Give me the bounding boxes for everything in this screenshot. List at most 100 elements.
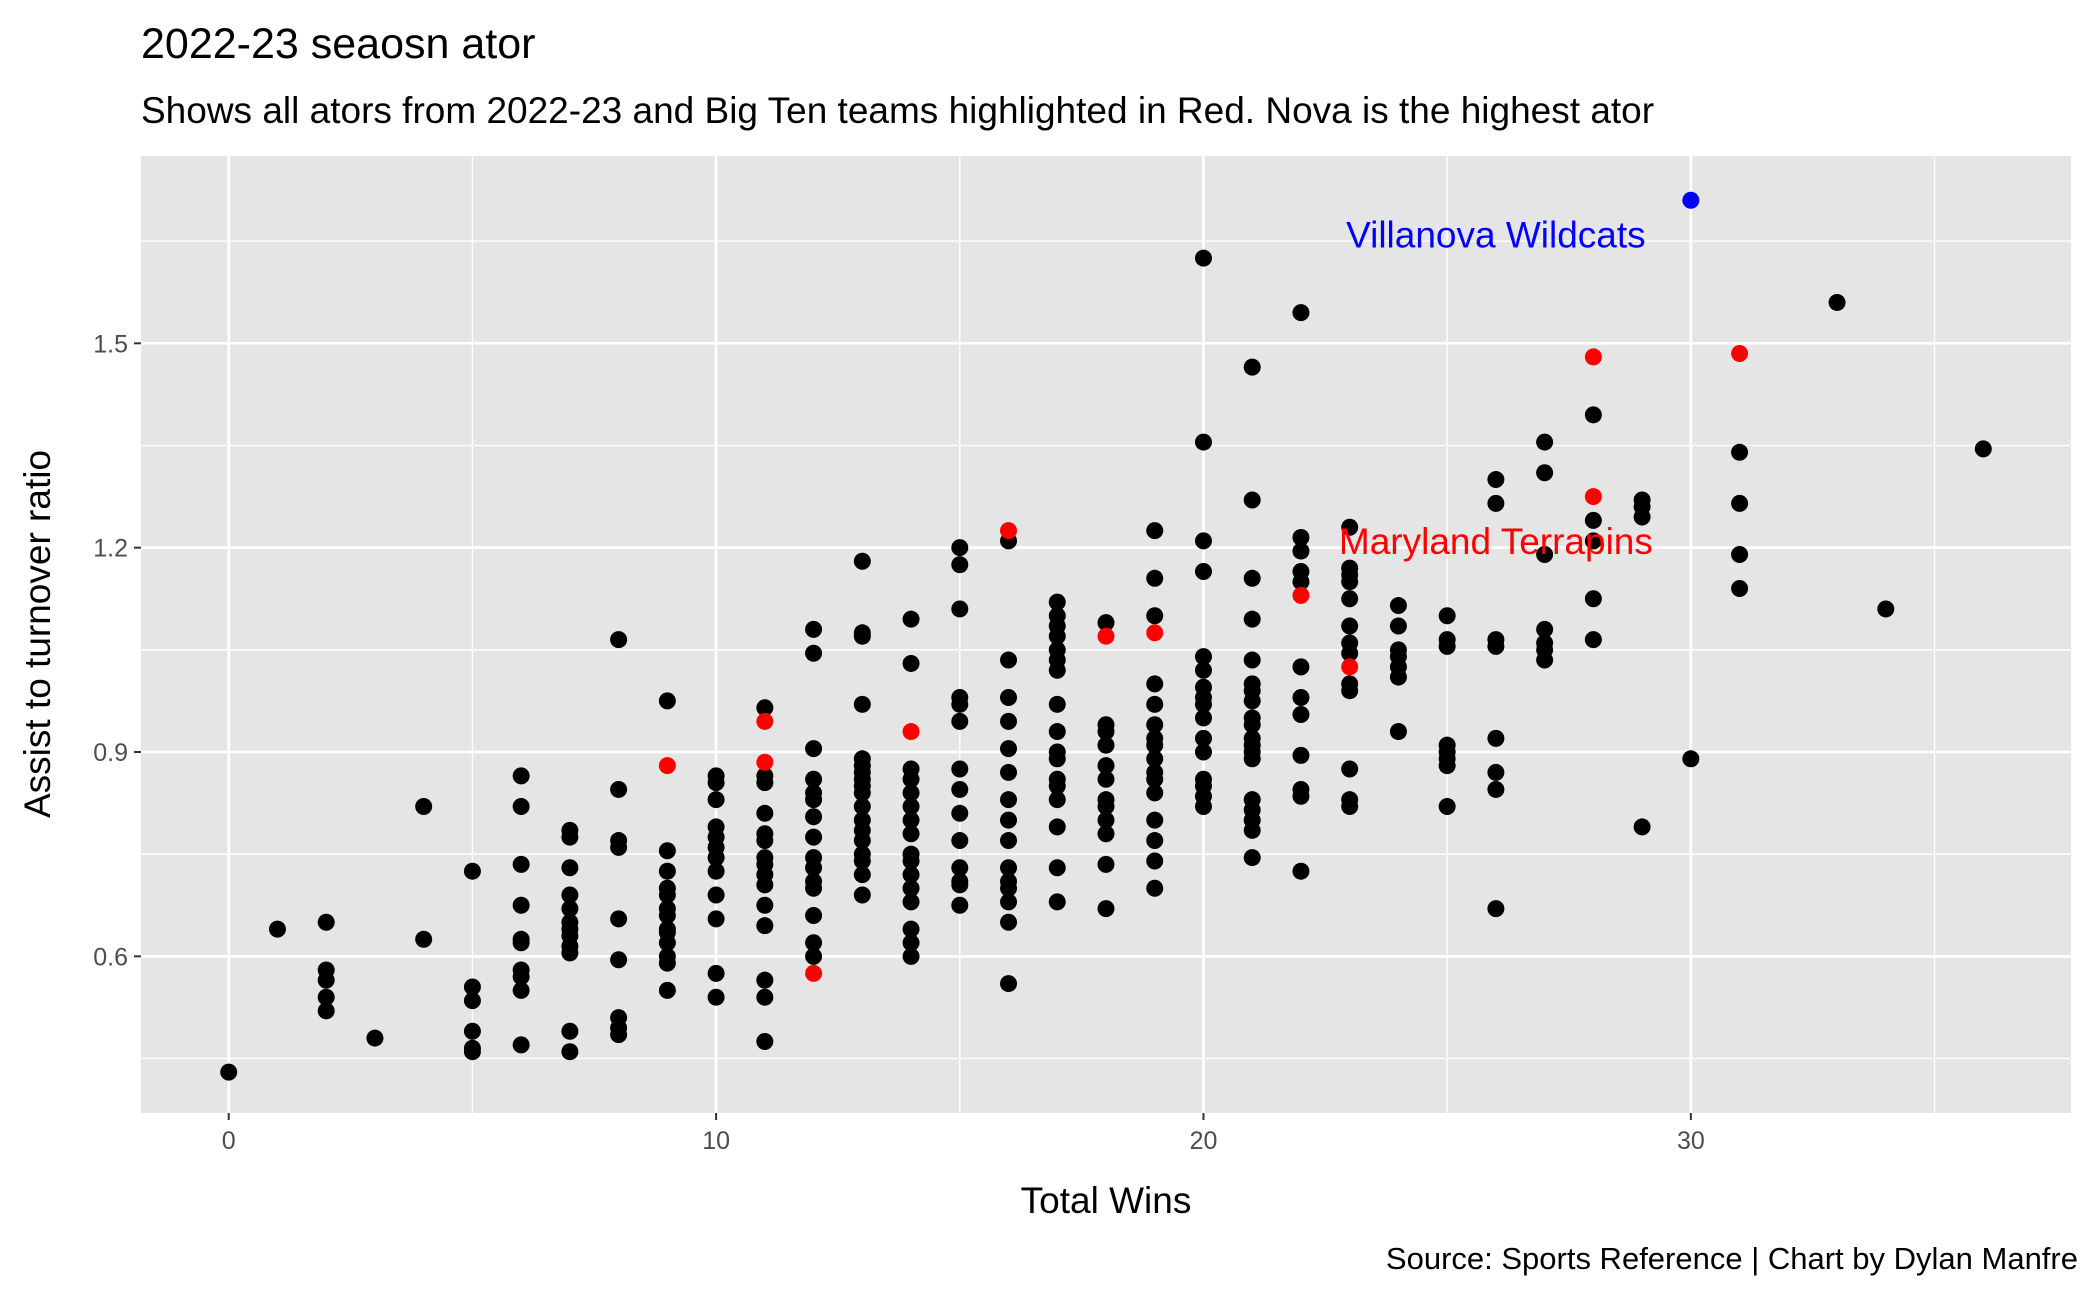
data-point bbox=[415, 797, 433, 815]
data-point bbox=[1292, 706, 1310, 724]
data-point bbox=[1633, 818, 1651, 836]
data-point bbox=[1731, 443, 1749, 461]
data-point bbox=[756, 896, 774, 914]
data-point bbox=[1487, 900, 1505, 918]
data-point bbox=[1048, 661, 1066, 679]
data-point bbox=[853, 695, 871, 713]
data-point bbox=[853, 886, 871, 904]
data-point bbox=[707, 774, 725, 792]
data-point bbox=[1146, 522, 1164, 540]
data-point bbox=[1487, 763, 1505, 781]
data-point bbox=[1438, 637, 1456, 655]
data-point bbox=[1584, 590, 1602, 608]
data-point bbox=[902, 811, 920, 829]
data-point bbox=[902, 934, 920, 952]
data-point bbox=[1146, 852, 1164, 870]
data-point bbox=[658, 862, 676, 880]
data-point bbox=[1097, 797, 1115, 815]
x-tick-label: 20 bbox=[1190, 1127, 1218, 1155]
data-point bbox=[707, 988, 725, 1006]
data-point bbox=[1731, 580, 1749, 598]
data-point bbox=[1000, 791, 1018, 809]
data-point bbox=[1097, 900, 1115, 918]
data-point bbox=[658, 934, 676, 952]
data-point bbox=[707, 886, 725, 904]
data-point bbox=[1341, 658, 1359, 676]
data-point bbox=[1146, 675, 1164, 693]
data-point bbox=[463, 862, 481, 880]
data-point bbox=[512, 934, 530, 952]
data-point bbox=[658, 981, 676, 999]
data-point bbox=[1000, 740, 1018, 758]
data-point bbox=[707, 964, 725, 982]
data-point bbox=[1341, 797, 1359, 815]
data-point bbox=[1097, 825, 1115, 843]
data-point bbox=[1097, 770, 1115, 788]
data-point bbox=[1194, 743, 1212, 761]
data-point bbox=[1877, 600, 1895, 618]
data-point bbox=[1243, 821, 1261, 839]
annotations: Villanova Wildcats Maryland Terrapins bbox=[1339, 214, 1653, 562]
data-point bbox=[1584, 406, 1602, 424]
data-point bbox=[805, 770, 823, 788]
data-point bbox=[951, 712, 969, 730]
data-point bbox=[1682, 191, 1700, 209]
data-point bbox=[561, 900, 579, 918]
data-point bbox=[1341, 590, 1359, 608]
annotation-label: Maryland Terrapins bbox=[1339, 521, 1653, 562]
y-tick-label: 1.2 bbox=[93, 535, 128, 563]
data-point bbox=[1731, 545, 1749, 563]
data-point bbox=[1146, 716, 1164, 734]
data-point bbox=[756, 774, 774, 792]
data-point bbox=[658, 757, 676, 775]
data-point bbox=[1194, 433, 1212, 451]
y-tick-label: 1.5 bbox=[93, 330, 128, 358]
data-point bbox=[1146, 695, 1164, 713]
data-point bbox=[951, 804, 969, 822]
data-point bbox=[1146, 784, 1164, 802]
data-point bbox=[1633, 508, 1651, 526]
data-point bbox=[1341, 760, 1359, 778]
data-point bbox=[1487, 494, 1505, 512]
data-point bbox=[1146, 770, 1164, 788]
data-point bbox=[1146, 879, 1164, 897]
data-point bbox=[1097, 811, 1115, 829]
data-point bbox=[1682, 750, 1700, 768]
data-point bbox=[1048, 859, 1066, 877]
data-point bbox=[951, 539, 969, 557]
data-point bbox=[1389, 723, 1407, 741]
data-point bbox=[951, 780, 969, 798]
data-point bbox=[1146, 624, 1164, 642]
data-point bbox=[1438, 757, 1456, 775]
data-point bbox=[1243, 610, 1261, 628]
data-point bbox=[1536, 433, 1554, 451]
data-point bbox=[1146, 569, 1164, 587]
data-point bbox=[1341, 617, 1359, 635]
data-point bbox=[805, 859, 823, 877]
data-point bbox=[1000, 689, 1018, 707]
data-point bbox=[1584, 511, 1602, 529]
data-point bbox=[756, 917, 774, 935]
data-point bbox=[317, 988, 335, 1006]
data-point bbox=[853, 852, 871, 870]
data-point bbox=[902, 852, 920, 870]
data-point bbox=[853, 797, 871, 815]
data-point bbox=[512, 767, 530, 785]
data-point bbox=[756, 876, 774, 894]
data-point bbox=[1146, 607, 1164, 625]
data-point bbox=[366, 1029, 384, 1047]
data-point bbox=[658, 692, 676, 710]
y-tick-label: 0.9 bbox=[93, 739, 128, 767]
data-point bbox=[805, 808, 823, 826]
data-point bbox=[1584, 532, 1602, 550]
data-point bbox=[951, 876, 969, 894]
data-point bbox=[902, 920, 920, 938]
data-point bbox=[1000, 879, 1018, 897]
data-point bbox=[1048, 750, 1066, 768]
data-point bbox=[951, 859, 969, 877]
data-point bbox=[317, 971, 335, 989]
data-point bbox=[512, 855, 530, 873]
data-point bbox=[756, 832, 774, 850]
data-point bbox=[1487, 780, 1505, 798]
data-point bbox=[1194, 695, 1212, 713]
